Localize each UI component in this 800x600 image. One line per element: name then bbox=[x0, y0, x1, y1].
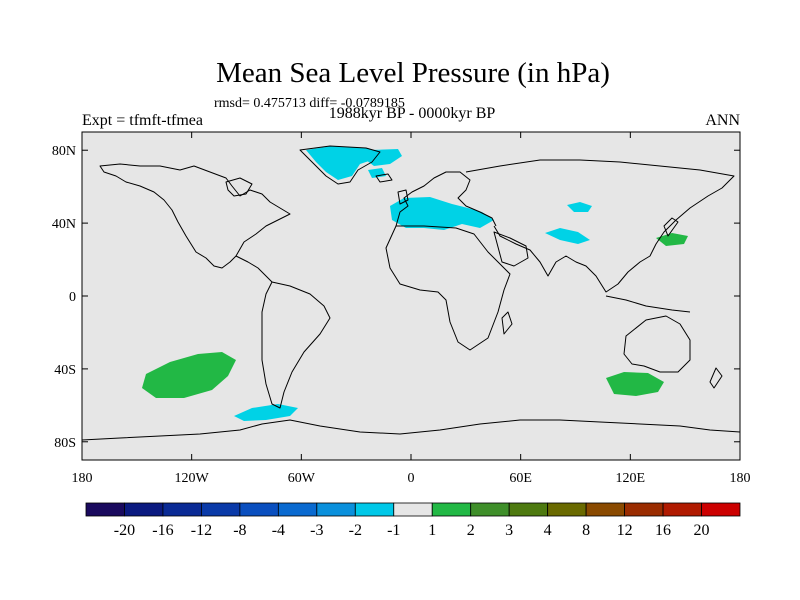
x-tick-label: 120W bbox=[175, 471, 210, 486]
coast-central-america bbox=[235, 255, 273, 283]
x-tick-label: 0 bbox=[408, 471, 415, 486]
y-tick-label: 40N bbox=[52, 217, 76, 232]
colorbar-swatch bbox=[662, 502, 702, 517]
coast-new-zealand bbox=[709, 367, 723, 389]
coast-iceland bbox=[375, 173, 393, 183]
coast-arabia bbox=[493, 231, 529, 267]
coast-south-america bbox=[261, 281, 331, 409]
y-tick-label: 80N bbox=[52, 144, 76, 159]
anomaly-tibet bbox=[545, 228, 590, 244]
coast-japan bbox=[663, 217, 679, 237]
colorbar-label: -3 bbox=[310, 522, 323, 539]
coast-asia bbox=[465, 159, 735, 293]
coast-madagascar bbox=[501, 311, 513, 335]
y-tick-label: 40S bbox=[54, 363, 76, 378]
colorbar-label: -2 bbox=[349, 522, 362, 539]
colorbar-swatch bbox=[393, 502, 433, 517]
colorbar-label: 16 bbox=[655, 522, 671, 539]
anomaly-south-pacific bbox=[234, 404, 298, 421]
colorbar-swatch bbox=[624, 502, 664, 517]
y-tick-label: 0 bbox=[69, 290, 76, 305]
x-tick-label: 60E bbox=[509, 471, 532, 486]
colorbar-swatch bbox=[124, 502, 164, 517]
colorbar-label: 8 bbox=[582, 522, 590, 539]
colorbar-swatch bbox=[277, 502, 318, 517]
x-tick-label: 180 bbox=[730, 471, 751, 486]
x-axis: 180 120W 60W 0 60E 120E 180 bbox=[72, 132, 751, 486]
colorbar-label: 2 bbox=[467, 522, 475, 539]
colorbar-swatch bbox=[701, 502, 741, 517]
map-panel bbox=[81, 131, 741, 461]
colorbar-label: -12 bbox=[191, 522, 212, 539]
positive-anomaly-regions bbox=[142, 233, 688, 398]
anomaly-greenland bbox=[306, 146, 378, 180]
colorbar-swatch bbox=[162, 502, 202, 517]
season-label: ANN bbox=[705, 112, 740, 129]
coastlines bbox=[81, 145, 741, 441]
coast-indonesia bbox=[605, 295, 691, 313]
colorbar-swatch bbox=[239, 502, 279, 517]
colorbar-swatch bbox=[85, 502, 125, 517]
colorbar-label: -4 bbox=[272, 522, 285, 539]
y-tick-label: 80S bbox=[54, 436, 76, 451]
coast-hudson-bay bbox=[225, 177, 253, 197]
anomaly-central-asia bbox=[567, 202, 592, 212]
colorbar-swatch bbox=[316, 502, 356, 517]
colorbar-label: 4 bbox=[544, 522, 552, 539]
map-background bbox=[82, 132, 740, 460]
y-axis: 80N 40N 0 40S 80S bbox=[52, 144, 740, 451]
chart-title: Mean Sea Level Pressure (in hPa) bbox=[216, 57, 610, 89]
stats-line: rmsd= 0.475713 diff= -0.0789185 bbox=[214, 96, 405, 111]
coast-europe bbox=[395, 171, 497, 227]
coast-britain bbox=[397, 189, 409, 205]
colorbar-swatch bbox=[431, 502, 472, 517]
colorbar-swatch bbox=[547, 502, 587, 517]
x-tick-label: 120E bbox=[616, 471, 646, 486]
colorbar-swatch bbox=[201, 502, 241, 517]
colorbar-label: 12 bbox=[617, 522, 633, 539]
coast-africa bbox=[385, 225, 511, 351]
colorbar-label: 3 bbox=[505, 522, 513, 539]
anomaly-europe-mediterranean bbox=[390, 197, 494, 230]
x-tick-label: 180 bbox=[72, 471, 93, 486]
experiment-label: Expt = tfmft-tfmea bbox=[82, 112, 203, 129]
coast-greenland bbox=[299, 145, 381, 185]
anomaly-south-pacific-west bbox=[142, 352, 236, 398]
coast-north-america bbox=[99, 163, 291, 269]
chart-subtitle: 1988kyr BP - 0000kyr BP bbox=[329, 105, 496, 122]
colorbar-swatch bbox=[470, 502, 510, 517]
colorbar-label: -8 bbox=[233, 522, 246, 539]
colorbar-swatch bbox=[354, 502, 395, 517]
anomaly-japan-east bbox=[656, 233, 688, 246]
anomaly-south-indian-ocean bbox=[606, 372, 664, 396]
colorbar-label: 20 bbox=[694, 522, 710, 539]
colorbar-label: 1 bbox=[428, 522, 436, 539]
colorbar-swatch bbox=[508, 502, 549, 517]
anomaly-iceland-north bbox=[366, 149, 402, 166]
colorbar-swatch bbox=[585, 502, 625, 517]
colorbar: -20 -16 -12 -8 -4 -3 -2 -1 1 2 3 4 8 12 16 20 bbox=[85, 502, 741, 539]
negative-anomaly-regions bbox=[234, 146, 592, 421]
colorbar-label: -1 bbox=[387, 522, 400, 539]
coast-australia bbox=[623, 315, 691, 373]
colorbar-label: -16 bbox=[152, 522, 173, 539]
x-tick-label: 60W bbox=[288, 471, 316, 486]
colorbar-label: -20 bbox=[114, 522, 135, 539]
coast-antarctica bbox=[81, 419, 741, 441]
